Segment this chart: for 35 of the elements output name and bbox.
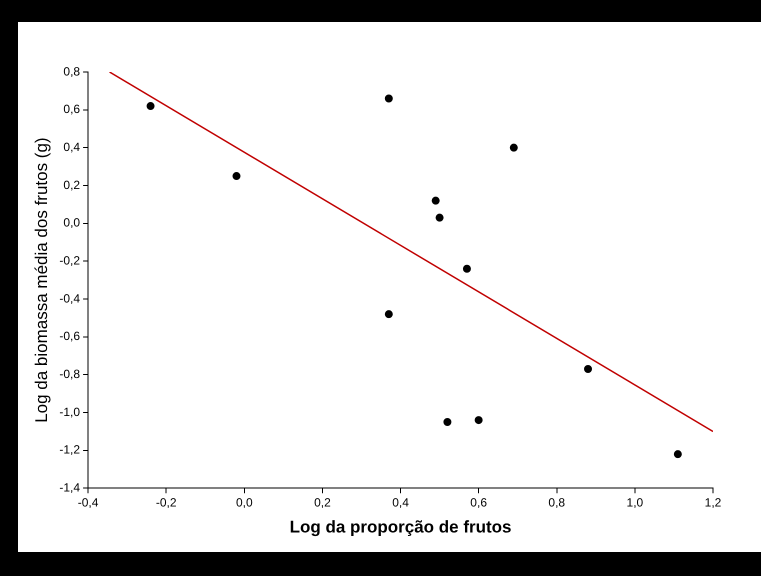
point — [232, 172, 240, 180]
y-tick-label: 0,4 — [63, 140, 80, 154]
point — [674, 450, 682, 458]
y-tick-label: 0,2 — [63, 178, 80, 192]
x-tick-label: -0,2 — [156, 496, 177, 510]
point — [146, 102, 155, 110]
y-tick-label: 0,8 — [63, 64, 80, 78]
y-tick-label: -1,0 — [59, 404, 80, 419]
x-tick-label: 0,8 — [548, 496, 566, 510]
point — [510, 144, 518, 152]
x-tick-label: 0,0 — [236, 496, 253, 510]
x-axis-title: Log da proporção de frutos — [290, 517, 512, 536]
point — [384, 94, 393, 102]
y-tick-label: 0,6 — [63, 102, 80, 116]
y-tick-label: -1,2 — [59, 442, 80, 457]
y-tick-label: -1,4 — [59, 480, 80, 495]
point — [462, 264, 471, 273]
point — [584, 365, 592, 374]
x-tick-label: 0,6 — [470, 496, 488, 510]
point — [432, 196, 440, 205]
point — [384, 310, 393, 318]
point — [436, 214, 444, 222]
point — [443, 418, 452, 426]
y-tick-label: -0,8 — [59, 367, 80, 382]
y-tick-label: -0,4 — [59, 291, 80, 306]
y-tick-label: -0,2 — [59, 253, 80, 268]
point — [474, 416, 483, 424]
x-tick-label: -0,4 — [78, 496, 99, 510]
y-tick-label: -0,6 — [59, 329, 80, 344]
y-tick-label: 0,0 — [63, 216, 80, 230]
y-axis-title: Log da biomassa média dos frutos (g) — [32, 137, 51, 423]
x-tick-label: 1,2 — [704, 496, 722, 510]
x-tick-label: 1,0 — [626, 496, 644, 510]
x-tick-label: 0,2 — [314, 496, 332, 510]
x-tick-label: 0,4 — [392, 496, 410, 510]
